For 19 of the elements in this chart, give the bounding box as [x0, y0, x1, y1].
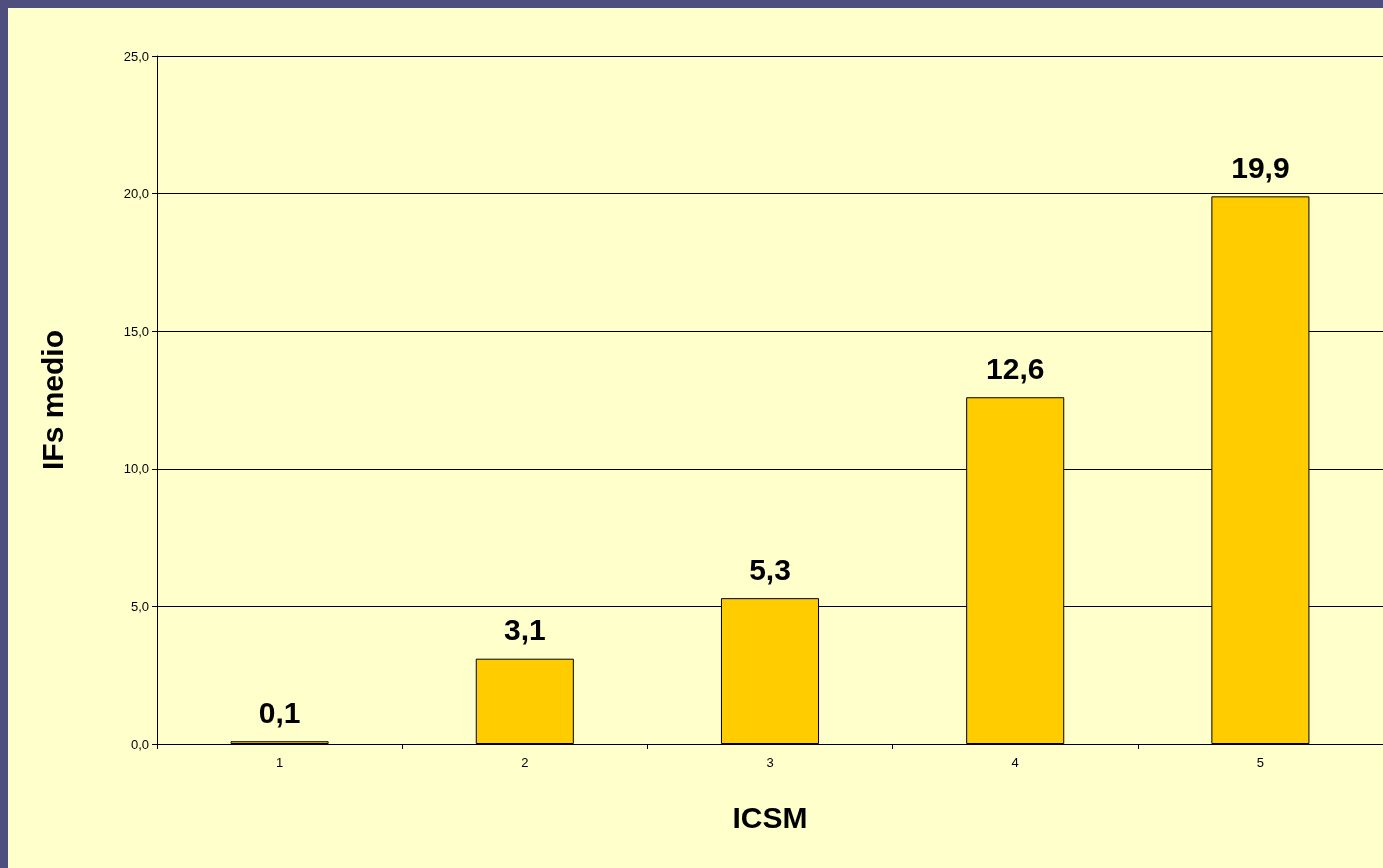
y-tick-label: 25,0 — [123, 48, 149, 64]
x-tick-label: 3 — [766, 755, 774, 770]
data-label: 0,1 — [258, 695, 301, 729]
x-tick-label: 5 — [1256, 755, 1265, 770]
data-label: 3,1 — [503, 613, 546, 647]
y-tick-label: 15,0 — [123, 323, 149, 339]
y-tick-label: 5,0 — [130, 598, 149, 614]
x-tick-label: 2 — [521, 755, 529, 770]
bar — [475, 658, 574, 744]
y-axis-title: IFs medio — [35, 329, 69, 471]
y-tick-label: 0,0 — [130, 736, 149, 752]
x-axis-title: ICSM — [732, 800, 808, 834]
x-tick-label: 1 — [275, 755, 284, 770]
data-label: 5,3 — [749, 552, 791, 586]
x-tick-label: 4 — [1011, 755, 1019, 770]
y-tick-label: 10,0 — [123, 461, 149, 477]
data-label: 19,9 — [1231, 150, 1290, 184]
data-label: 12,6 — [986, 351, 1045, 385]
y-tick-label: 20,0 — [123, 186, 149, 202]
